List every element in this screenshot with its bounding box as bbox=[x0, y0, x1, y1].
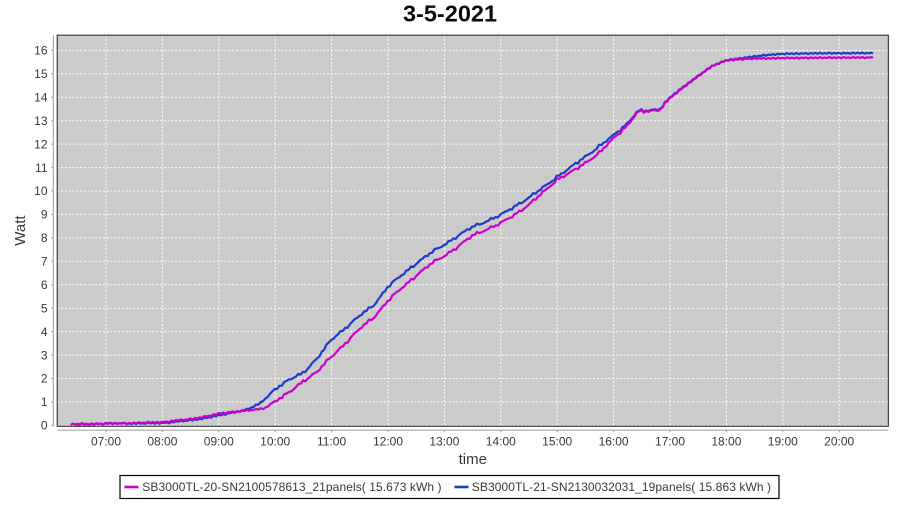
svg-text:16:00: 16:00 bbox=[599, 435, 629, 449]
svg-text:15:00: 15:00 bbox=[542, 435, 572, 449]
svg-text:11: 11 bbox=[35, 161, 48, 175]
svg-text:07:00: 07:00 bbox=[91, 435, 121, 449]
svg-text:17:00: 17:00 bbox=[655, 435, 685, 449]
svg-text:3-5-2021: 3-5-2021 bbox=[403, 1, 497, 27]
svg-text:19:00: 19:00 bbox=[768, 435, 798, 449]
svg-text:12: 12 bbox=[34, 137, 48, 151]
svg-text:10:00: 10:00 bbox=[260, 435, 290, 449]
svg-text:7: 7 bbox=[41, 255, 48, 269]
svg-text:08:00: 08:00 bbox=[147, 435, 177, 449]
svg-text:18:00: 18:00 bbox=[711, 435, 741, 449]
svg-text:8: 8 bbox=[41, 231, 48, 245]
svg-text:14: 14 bbox=[34, 90, 48, 104]
svg-text:09:00: 09:00 bbox=[204, 435, 234, 449]
svg-text:SB3000TL-21-SN2130032031_19pan: SB3000TL-21-SN2130032031_19panels( 15.86… bbox=[472, 480, 771, 494]
svg-text:20:00: 20:00 bbox=[824, 435, 854, 449]
svg-text:16: 16 bbox=[34, 44, 48, 58]
svg-text:time: time bbox=[459, 451, 487, 468]
svg-text:14:00: 14:00 bbox=[486, 435, 516, 449]
svg-text:3: 3 bbox=[41, 348, 48, 362]
svg-text:12:00: 12:00 bbox=[373, 435, 403, 449]
svg-text:SB3000TL-20-SN2100578613_21pan: SB3000TL-20-SN2100578613_21panels( 15.67… bbox=[142, 480, 441, 494]
svg-text:15: 15 bbox=[34, 67, 48, 81]
svg-text:11:00: 11:00 bbox=[317, 435, 346, 449]
svg-text:1: 1 bbox=[41, 395, 48, 409]
svg-text:4: 4 bbox=[41, 325, 48, 339]
svg-text:9: 9 bbox=[41, 208, 48, 222]
svg-text:10: 10 bbox=[34, 184, 48, 198]
svg-text:0: 0 bbox=[41, 419, 48, 433]
svg-text:5: 5 bbox=[41, 301, 48, 315]
svg-text:13: 13 bbox=[34, 114, 48, 128]
svg-text:6: 6 bbox=[41, 278, 48, 292]
svg-text:Watt: Watt bbox=[12, 215, 29, 246]
svg-text:13:00: 13:00 bbox=[429, 435, 459, 449]
svg-text:2: 2 bbox=[41, 372, 48, 386]
